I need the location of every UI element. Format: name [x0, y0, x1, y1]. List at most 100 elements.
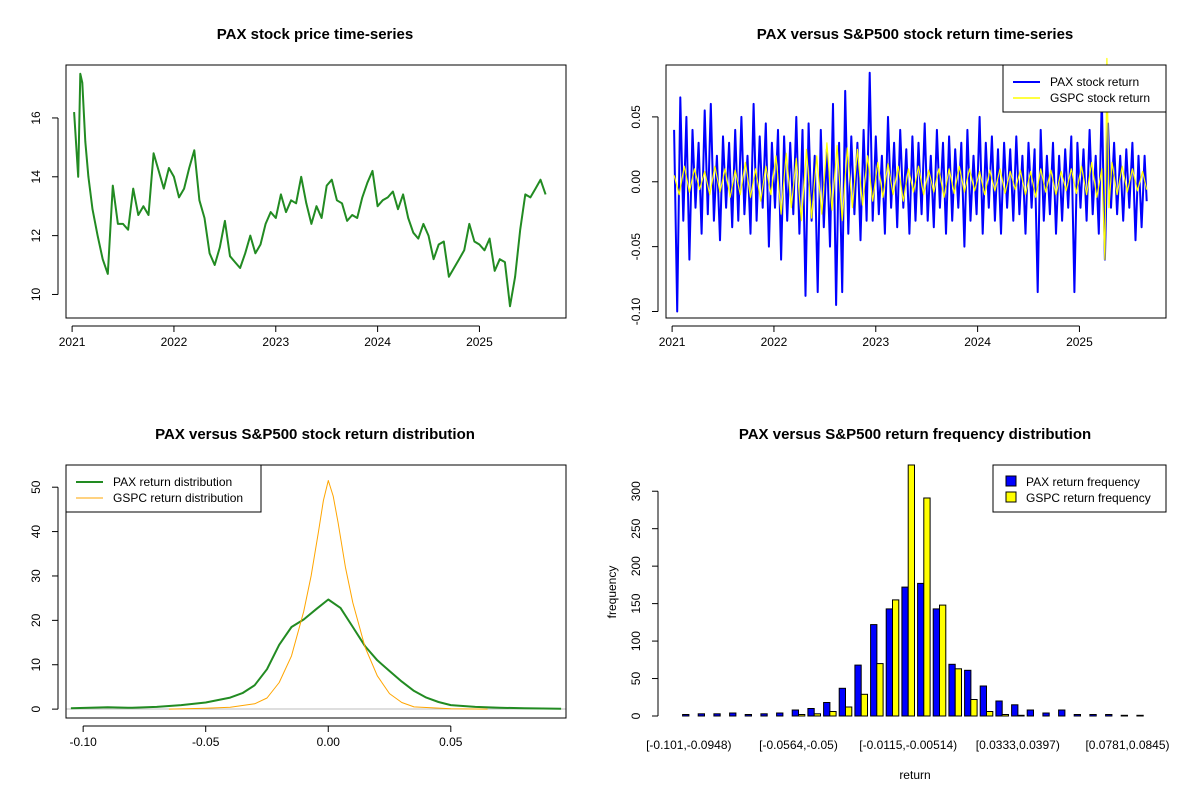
bar-gspc	[798, 714, 806, 717]
bar-pax	[1136, 714, 1144, 717]
bar-pax	[917, 582, 925, 717]
x-tick-label: [-0.101,-0.0948)	[646, 738, 731, 752]
bar-pax	[1058, 709, 1066, 717]
bar-gspc	[829, 711, 837, 717]
bar-pax	[807, 708, 815, 717]
bar-gspc	[1001, 714, 1010, 717]
x-tick-label: 2024	[964, 335, 991, 349]
bar-pax	[791, 709, 800, 717]
y-tick-label: 16	[29, 111, 43, 125]
y-tick-label: 50	[29, 480, 43, 494]
bar-pax	[1120, 714, 1128, 717]
bar-pax	[776, 712, 784, 717]
y-tick-label: -0.05	[629, 233, 643, 261]
x-tick-label: 2023	[262, 335, 289, 349]
x-tick-label: 0.00	[317, 735, 341, 749]
y-tick-label: 0.00	[629, 170, 643, 194]
legend: PAX return frequency GSPC return frequen…	[992, 464, 1167, 513]
y-tick-label: 20	[29, 613, 43, 627]
x-tick-label: 2022	[761, 335, 788, 349]
x-axis-label: return	[899, 768, 930, 782]
series-line-gspc-return-distribution	[168, 480, 488, 710]
y-tick-label: 0	[29, 705, 43, 712]
bar-pax	[995, 700, 1003, 717]
bar-pax	[838, 687, 847, 717]
legend-label-pax: PAX stock return	[1050, 75, 1139, 89]
bar-pax	[1011, 704, 1019, 717]
y-axis-label: frequency	[605, 566, 619, 619]
y-tick-label: 30	[29, 569, 43, 583]
bar-pax	[713, 713, 721, 717]
chart-title: PAX stock price time-series	[217, 26, 413, 43]
y-tick-label: 40	[29, 525, 43, 539]
bar-gspc	[954, 668, 963, 717]
bar-gspc	[845, 706, 853, 717]
panel-frequency-distribution: PAX versus S&P500 return frequency distr…	[605, 426, 1170, 782]
y-tick-label: 0	[629, 712, 643, 719]
bar-gspc	[892, 599, 900, 717]
panel-return-distribution: PAX versus S&P500 stock return distribut…	[29, 426, 567, 749]
series-line	[73, 72, 547, 308]
bar-pax	[1073, 714, 1081, 717]
x-tick-label: [0.0781,0.0845)	[1085, 738, 1169, 752]
y-tick-label: 250	[629, 518, 643, 538]
legend-box	[1002, 64, 1167, 113]
plot-frame	[65, 64, 567, 319]
x-tick-label: [-0.0115,-0.00514)	[859, 738, 957, 752]
plot-frame	[65, 464, 567, 719]
legend-label-gspc: GSPC return distribution	[113, 491, 243, 505]
legend-label-pax: PAX return frequency	[1026, 475, 1140, 489]
bar-pax	[1026, 709, 1034, 717]
bar-pax	[948, 663, 956, 717]
legend-label-gspc: GSPC return frequency	[1026, 491, 1151, 505]
legend: PAX return distribution GSPC return dist…	[65, 464, 262, 513]
x-tick-label: 2023	[862, 335, 889, 349]
chart-title: PAX versus S&P500 stock return time-seri…	[757, 26, 1074, 43]
bar-pax	[932, 608, 941, 717]
bar-pax	[697, 713, 706, 717]
bar-pax	[885, 608, 894, 717]
x-tick-label: 2021	[59, 335, 86, 349]
panel-return-timeseries: PAX versus S&P500 stock return time-seri…	[629, 26, 1167, 349]
bar-pax	[760, 713, 768, 717]
legend-box	[65, 464, 262, 513]
bar-pax	[854, 664, 862, 717]
x-tick-label: 2025	[466, 335, 493, 349]
legend: PAX stock return GSPC stock return	[1002, 64, 1167, 113]
bar-gspc	[907, 464, 916, 717]
y-tick-label: 12	[29, 229, 43, 243]
y-tick-label: 14	[29, 170, 43, 184]
plot-frame	[665, 64, 1167, 319]
y-tick-label: 200	[629, 556, 643, 576]
x-tick-label: 2022	[161, 335, 188, 349]
legend-swatch-pax	[1005, 475, 1017, 487]
legend-label-gspc: GSPC stock return	[1050, 91, 1150, 105]
bar-gspc	[813, 713, 822, 717]
x-tick-label: 0.05	[439, 735, 463, 749]
legend-swatch-gspc	[1005, 491, 1017, 503]
bar-gspc	[970, 699, 978, 717]
series-line-pax-stock-return	[673, 71, 1148, 313]
chart-title: PAX versus S&P500 stock return distribut…	[155, 426, 475, 443]
y-tick-label: 150	[629, 593, 643, 613]
y-tick-label: 0.05	[629, 105, 643, 129]
x-tick-label: -0.10	[69, 735, 97, 749]
series-line-gspc-stock-return	[673, 57, 1148, 261]
bar-gspc	[986, 711, 994, 717]
bar-pax	[1105, 714, 1113, 717]
bar-gspc	[1017, 714, 1025, 717]
bar-pax	[979, 685, 988, 717]
x-tick-label: 2024	[364, 335, 391, 349]
x-tick-label: [-0.0564,-0.05)	[759, 738, 838, 752]
bar-pax	[1089, 714, 1097, 717]
panel-price-timeseries: PAX stock price time-series 2021 2022 2023…	[29, 26, 567, 349]
chart-title: PAX versus S&P500 return frequency distr…	[739, 426, 1091, 443]
legend-box	[992, 464, 1167, 513]
bar-pax	[964, 669, 972, 717]
bar-gspc	[860, 693, 869, 717]
x-tick-label: 2025	[1066, 335, 1093, 349]
y-tick-label: -0.10	[629, 298, 643, 326]
bar-gspc	[939, 604, 947, 717]
legend-label-pax: PAX return distribution	[113, 475, 232, 489]
